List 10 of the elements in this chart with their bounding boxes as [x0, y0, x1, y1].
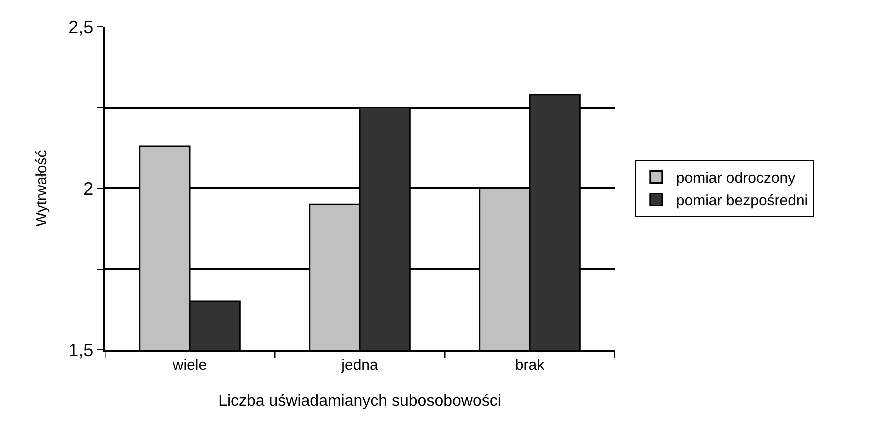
x-tick-label: brak: [515, 356, 546, 374]
y-tick-label: 1,5: [68, 340, 94, 360]
y-tick-label: 2: [84, 178, 94, 199]
legend-label: pomiar odroczony: [676, 170, 796, 188]
legend-label: pomiar bezpośredni: [676, 192, 808, 210]
y-axis-title: Wytrwałość: [33, 150, 50, 227]
x-axis-title: Liczba uświadamianych subosobowości: [218, 392, 502, 410]
x-tick-label: jedna: [340, 356, 380, 374]
y-tick-label: 2,5: [68, 17, 94, 38]
x-tick-label: wiele: [172, 356, 208, 374]
